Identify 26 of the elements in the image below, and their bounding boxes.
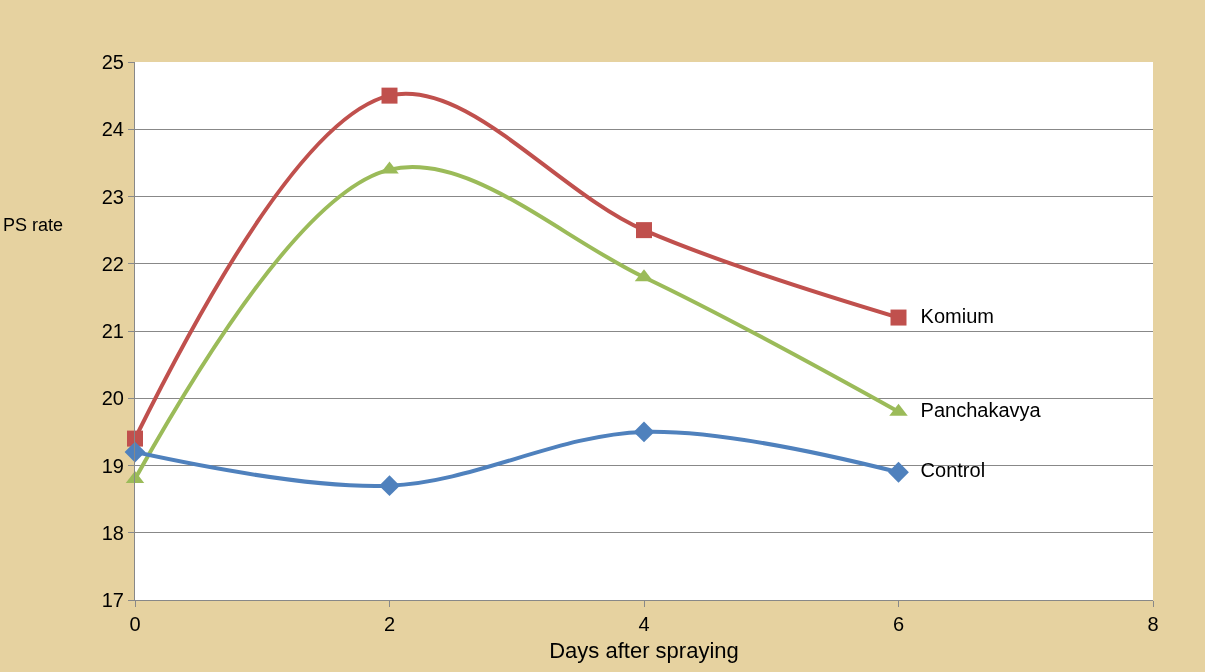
y-tick-label: 19 [101, 454, 124, 477]
x-tick-label: 4 [638, 613, 650, 635]
y-tick-label: 17 [101, 589, 124, 611]
y-tick-label: 25 [101, 51, 124, 73]
point [888, 461, 909, 483]
x-tick-label: 8 [1147, 613, 1159, 635]
x-tick-label: 0 [129, 613, 141, 635]
y-tick-label: 18 [101, 521, 124, 544]
y-tick-label: 22 [101, 252, 124, 275]
y-tick-label: 20 [101, 387, 124, 410]
x-axis-title: Days after spraying [549, 637, 739, 663]
y-tick-label: 23 [101, 185, 124, 208]
y-axis-title: PS rate [3, 215, 64, 235]
point [379, 475, 400, 497]
point [890, 309, 907, 326]
x-tick-label: 2 [383, 613, 396, 635]
series-label: Panchakavya [909, 398, 1042, 421]
point [124, 441, 146, 463]
point [633, 421, 655, 443]
point [636, 222, 652, 239]
point [381, 87, 398, 104]
x-tick-label: 6 [892, 613, 905, 635]
y-tick-label: 24 [101, 118, 124, 141]
series-label: Control [909, 459, 986, 482]
y-tick-label: 21 [101, 320, 124, 342]
series-label: Komium [909, 304, 994, 327]
